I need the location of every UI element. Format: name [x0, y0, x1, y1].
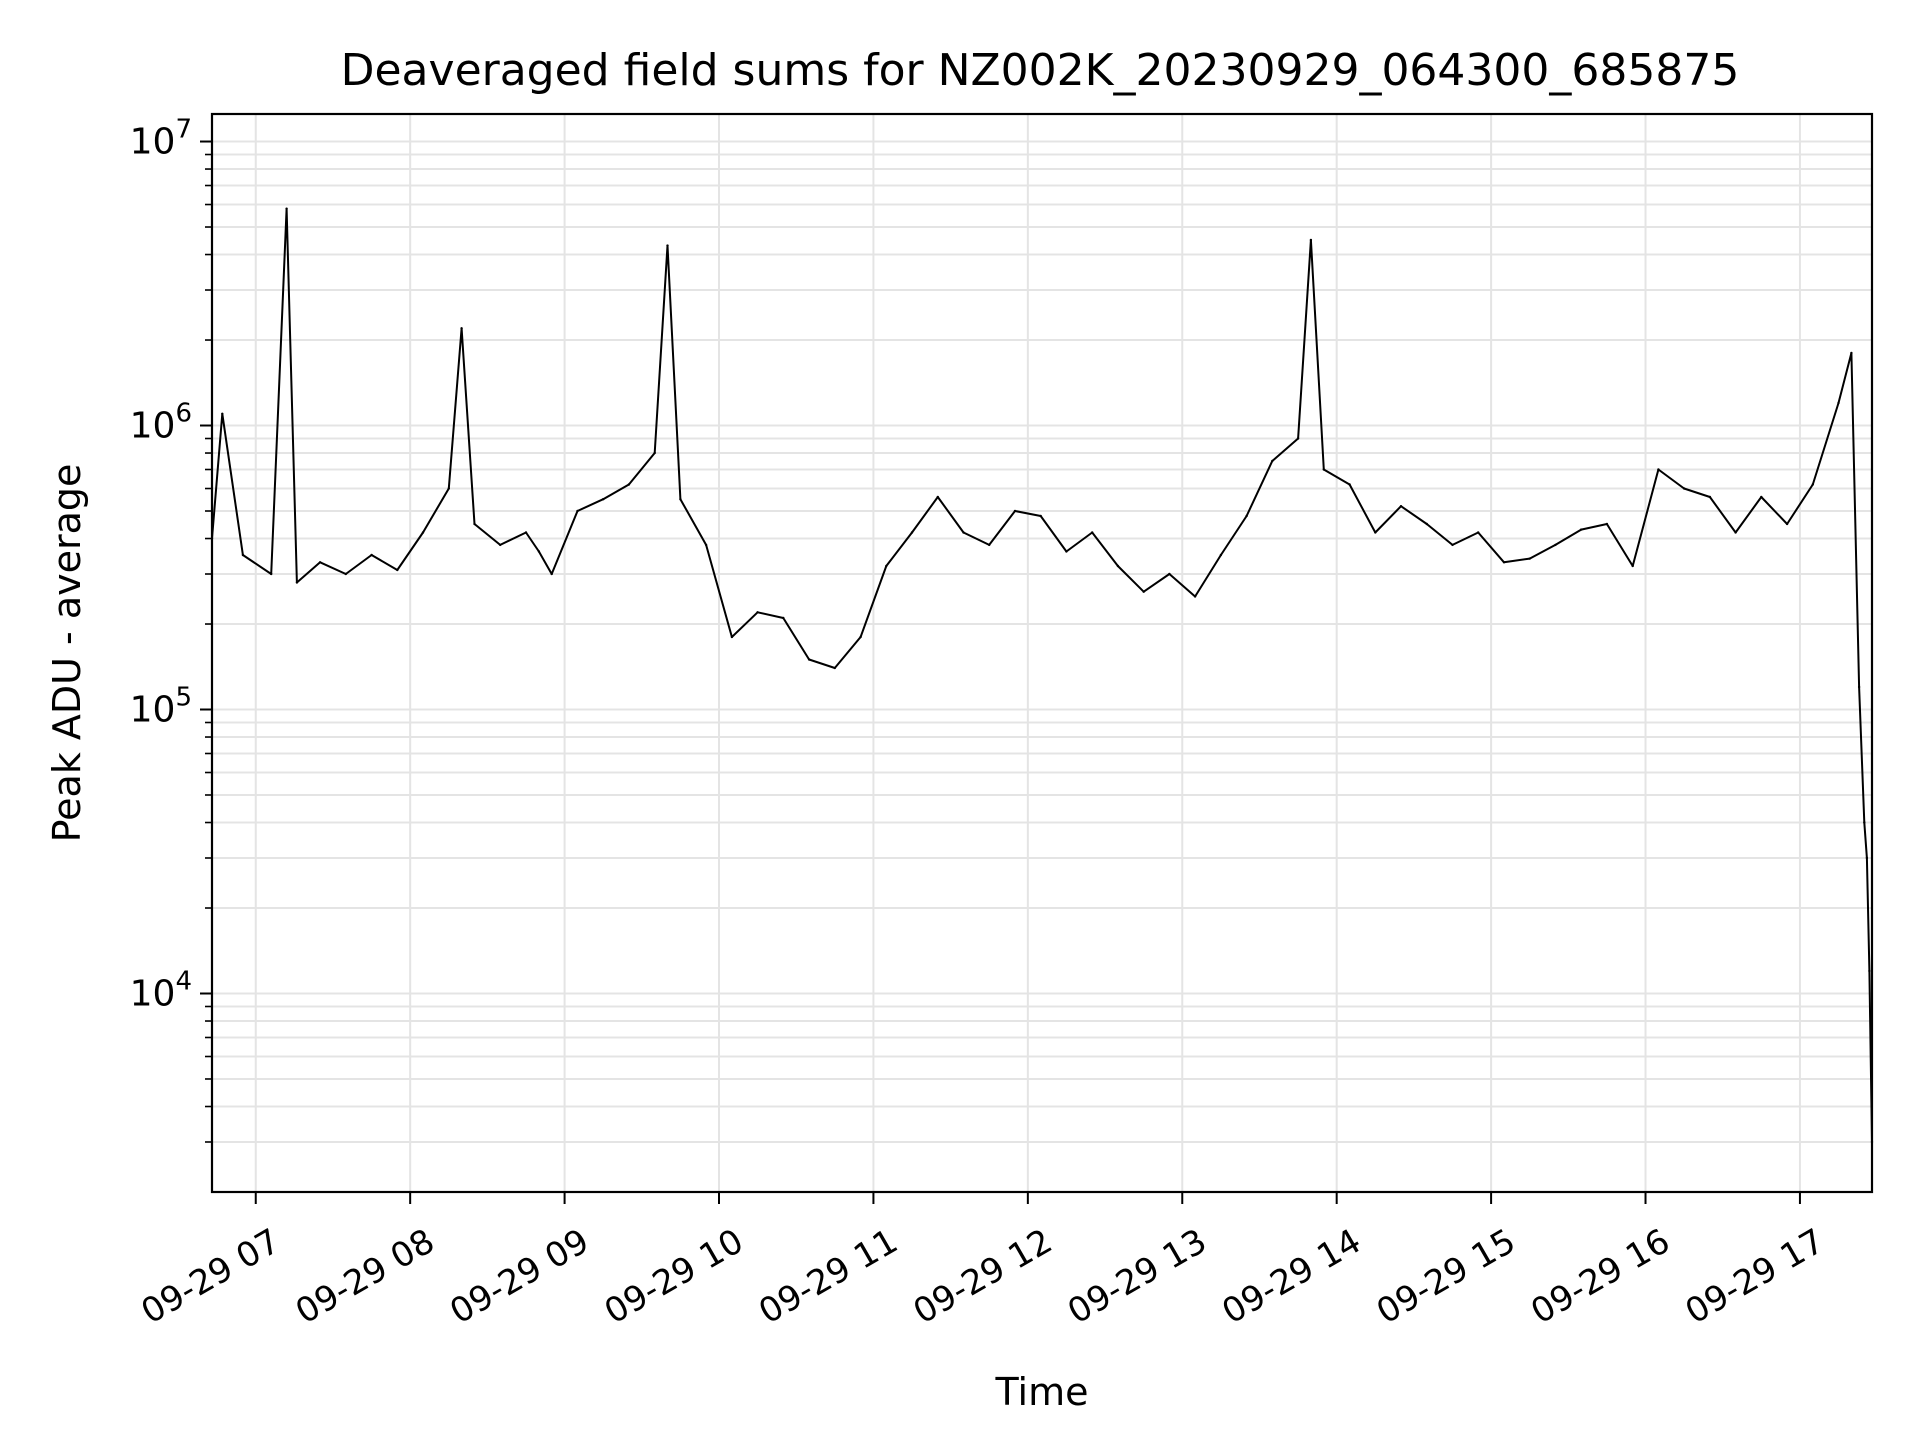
- x-tick-label: 09-29 09: [443, 1221, 595, 1332]
- series-point: [421, 531, 425, 534]
- series-point: [1219, 553, 1223, 557]
- x-tick-label: 09-29 10: [598, 1221, 750, 1332]
- series-point: [1425, 522, 1429, 526]
- series-point: [1554, 543, 1557, 547]
- series-point: [679, 498, 682, 501]
- series-point: [1580, 528, 1583, 531]
- series-point: [910, 531, 914, 534]
- y-axis: 104 105 106 107: [130, 115, 212, 1143]
- y-tick-label: 106: [130, 399, 192, 447]
- series-point: [1857, 685, 1861, 689]
- series-point: [962, 531, 965, 534]
- series-point: [1013, 509, 1017, 513]
- series-point: [1811, 483, 1815, 486]
- series-point: [1091, 531, 1094, 534]
- series-point: [1039, 514, 1042, 518]
- y-tick-label: 105: [130, 683, 192, 731]
- series-point: [447, 487, 450, 490]
- series-point: [1399, 505, 1403, 508]
- series-point: [1850, 351, 1853, 355]
- series-point: [885, 564, 888, 568]
- series-point: [524, 531, 528, 534]
- series-point: [370, 553, 373, 557]
- series-point: [473, 522, 476, 526]
- series-point: [1760, 495, 1763, 499]
- series-point: [1245, 514, 1248, 518]
- series-point: [1374, 531, 1377, 534]
- series-point: [1657, 468, 1660, 471]
- series-line: [211, 207, 1873, 1143]
- series-point: [1605, 522, 1609, 526]
- series-point: [1168, 572, 1171, 576]
- chart-title: Deaveraged field sums for NZ002K_2023092…: [341, 45, 1740, 96]
- series-point: [1528, 557, 1531, 560]
- x-tick-label: 09-29 14: [1216, 1221, 1368, 1332]
- series-point: [627, 483, 631, 486]
- series-point: [1322, 468, 1326, 471]
- series-point: [1631, 564, 1634, 568]
- x-tick-label: 09-29 13: [1061, 1221, 1213, 1332]
- series-point: [1502, 561, 1506, 564]
- x-tick-label: 09-29 11: [752, 1221, 904, 1332]
- series-point: [1065, 550, 1068, 553]
- series-point: [1296, 437, 1300, 440]
- series-point: [1271, 459, 1274, 463]
- series-point: [270, 572, 273, 576]
- series-point: [460, 327, 463, 330]
- x-tick-label: 09-29 08: [289, 1221, 441, 1332]
- x-tick-label: 09-29 12: [907, 1221, 1059, 1332]
- series-point: [730, 635, 734, 639]
- series-point: [1868, 969, 1871, 973]
- series-point: [807, 658, 811, 661]
- series-point: [1682, 487, 1686, 490]
- series-point: [221, 412, 224, 415]
- x-tick-label: 09-29 17: [1679, 1221, 1831, 1332]
- y-axis-label: Peak ADU - average: [45, 464, 89, 843]
- series-point: [1734, 531, 1737, 534]
- y-tick-label: 104: [130, 966, 192, 1014]
- y-tick-label: 107: [130, 115, 192, 163]
- series-point: [537, 550, 541, 553]
- plot-frame: [210, 112, 1874, 1194]
- series-point: [318, 561, 322, 564]
- series-point: [1477, 531, 1480, 534]
- x-tick-label: 09-29 15: [1370, 1221, 1522, 1332]
- series-point: [1837, 401, 1840, 405]
- series-point: [833, 666, 836, 670]
- series-point: [756, 611, 759, 614]
- series-point: [295, 581, 299, 584]
- series-point: [1863, 821, 1866, 824]
- series-point: [936, 495, 939, 499]
- series-point: [602, 498, 605, 501]
- series-point: [704, 543, 708, 547]
- x-tick-label: 09-29 07: [135, 1221, 287, 1332]
- series-point: [1865, 856, 1869, 860]
- series-point: [285, 207, 288, 210]
- series-point: [1193, 595, 1197, 598]
- series-point: [1451, 543, 1454, 547]
- series-point: [241, 553, 245, 557]
- series-point: [653, 451, 656, 455]
- series-point: [1309, 238, 1313, 242]
- series-point: [1708, 495, 1712, 499]
- grid-lines: [212, 114, 1872, 1192]
- series-point: [499, 543, 502, 547]
- series-point: [576, 509, 579, 513]
- data-series: [210, 207, 1874, 1144]
- series-point: [782, 616, 785, 620]
- series-point: [859, 635, 862, 639]
- series-point: [1348, 483, 1351, 486]
- series-point: [550, 572, 553, 576]
- series-point: [396, 568, 399, 572]
- series-point: [1142, 590, 1145, 593]
- x-tick-label: 09-29 16: [1524, 1221, 1676, 1332]
- series-point: [1785, 522, 1789, 526]
- series-point: [988, 543, 991, 547]
- series-point: [344, 572, 347, 576]
- x-axis: 09-29 07 09-29 08 09-29 09 09-29 10 09-29 11…: [135, 1192, 1831, 1332]
- series-point: [1116, 564, 1120, 568]
- series-point: [666, 244, 669, 247]
- x-axis-label: Time: [995, 1370, 1089, 1414]
